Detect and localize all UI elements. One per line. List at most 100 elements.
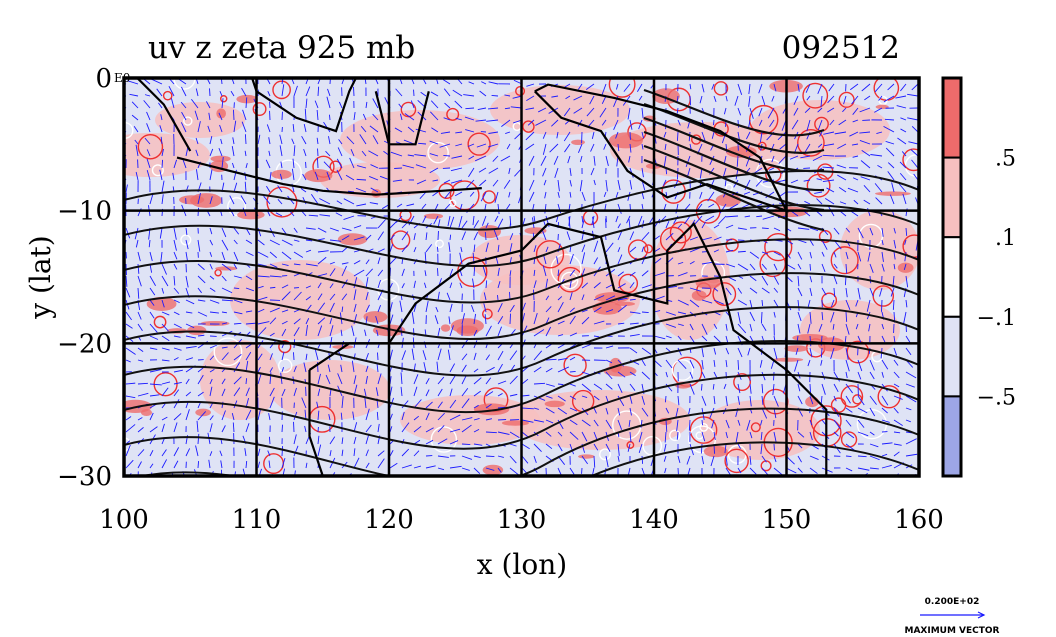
wind-vector xyxy=(525,107,535,111)
wind-vector xyxy=(663,155,667,168)
wind-vector xyxy=(407,154,415,157)
wind-vector xyxy=(566,231,571,241)
wind-vector xyxy=(628,155,631,163)
wind-vector xyxy=(617,383,623,394)
wind-vector xyxy=(761,323,767,331)
wind-vector xyxy=(701,395,707,406)
wind-vector xyxy=(749,275,757,282)
wind-vector xyxy=(533,280,537,289)
wind-vector xyxy=(605,443,611,452)
wind-vector xyxy=(267,450,271,457)
wind-vector xyxy=(824,143,835,147)
zeta-contour xyxy=(802,82,829,109)
wind-vector xyxy=(450,480,455,481)
wind-vector xyxy=(330,482,336,492)
wind-vector xyxy=(725,224,734,229)
wind-vector xyxy=(693,215,703,226)
wind-vector xyxy=(579,179,583,192)
zeta-strong-region xyxy=(875,191,911,196)
wind-vector xyxy=(629,322,639,325)
wind-vector xyxy=(744,215,751,218)
zeta-positive-region xyxy=(650,220,730,340)
wind-vector xyxy=(709,155,715,166)
wind-vector xyxy=(114,360,120,366)
wind-vector xyxy=(497,431,510,435)
coastline xyxy=(135,78,192,152)
y-tick-suffix: E0 xyxy=(114,71,130,85)
wind-vector xyxy=(497,419,507,421)
wind-vector xyxy=(233,311,243,315)
wind-vector xyxy=(797,299,800,311)
wind-vector xyxy=(350,148,355,157)
wind-vector xyxy=(593,306,602,313)
wind-vector xyxy=(569,356,576,361)
wind-vector xyxy=(664,467,667,474)
wind-vector xyxy=(161,416,168,421)
wind-vector xyxy=(485,467,495,471)
wind-vector xyxy=(545,419,554,424)
wind-vector xyxy=(590,167,595,176)
wind-vector xyxy=(341,227,352,232)
wind-vector xyxy=(676,131,679,141)
wind-vector xyxy=(328,414,331,421)
wind-vector xyxy=(521,394,530,397)
wind-vector xyxy=(601,119,607,126)
wind-vector xyxy=(853,199,859,205)
wind-vector xyxy=(125,395,136,399)
wind-vector xyxy=(221,239,229,251)
wind-vector xyxy=(749,431,753,439)
wind-vector xyxy=(257,372,262,385)
wind-vector xyxy=(269,286,276,289)
wind-vector xyxy=(377,423,380,433)
wind-vector xyxy=(461,417,473,421)
zeta-contour xyxy=(213,337,243,367)
wind-vector xyxy=(689,247,701,253)
wind-vector xyxy=(773,467,783,476)
wind-vector xyxy=(629,407,632,416)
wind-vector xyxy=(317,317,326,325)
wind-vector xyxy=(293,239,300,242)
wind-vector xyxy=(160,114,163,121)
zeta-contour xyxy=(818,230,832,244)
wind-vector xyxy=(341,293,348,301)
wind-vector xyxy=(713,371,718,378)
wind-vector xyxy=(161,387,169,397)
wind-vector xyxy=(833,251,837,258)
wind-vector xyxy=(233,354,242,361)
wind-vector xyxy=(125,459,134,469)
wind-vector xyxy=(685,155,691,168)
wind-vector xyxy=(197,192,201,205)
wind-vector xyxy=(497,218,504,229)
wind-vector xyxy=(317,325,323,337)
wind-vector xyxy=(114,300,117,309)
wind-vector xyxy=(493,229,499,241)
wind-vector xyxy=(702,480,704,487)
wind-vector xyxy=(414,479,421,480)
wind-vector xyxy=(173,389,180,397)
wind-vector xyxy=(551,119,559,127)
zeta-strong-region xyxy=(304,169,333,183)
wind-vector xyxy=(377,219,386,229)
wind-vector xyxy=(905,395,917,403)
wind-vector xyxy=(759,359,763,368)
wind-vector xyxy=(765,191,775,199)
wind-vector xyxy=(301,135,307,145)
wind-vector xyxy=(532,203,535,210)
wind-vector xyxy=(641,455,644,464)
wind-vector xyxy=(833,419,841,430)
zeta-contour xyxy=(643,244,653,254)
wind-vector xyxy=(761,263,768,270)
wind-vector xyxy=(389,314,394,325)
wind-vector xyxy=(533,419,545,423)
wind-vector xyxy=(665,371,668,378)
wind-vector xyxy=(185,251,188,261)
wind-vector xyxy=(438,480,444,484)
wind-vector xyxy=(146,149,151,157)
wind-vector xyxy=(881,419,890,423)
wind-vector xyxy=(466,179,475,189)
geopotential-contour xyxy=(643,116,825,173)
wind-vector xyxy=(542,167,547,177)
wind-vector xyxy=(292,158,295,169)
wind-vector xyxy=(221,378,226,385)
wind-vector xyxy=(194,110,199,121)
